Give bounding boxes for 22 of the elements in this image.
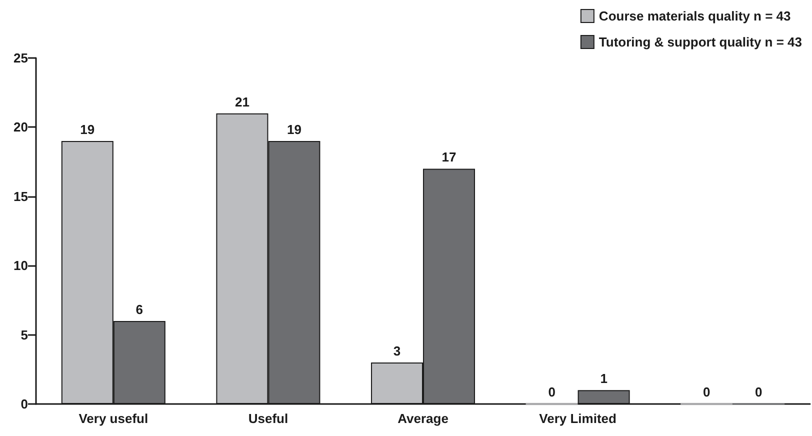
data-label: 0 <box>754 384 762 400</box>
legend-label: Course materials quality n = 43 <box>598 8 791 24</box>
y-tick-label: 20 <box>14 120 28 135</box>
x-tick-label: Very Limited <box>539 411 617 426</box>
data-label: 1 <box>600 371 608 386</box>
y-tick-label: 25 <box>14 50 28 66</box>
data-label: 0 <box>702 384 710 400</box>
x-tick-label: Very useful <box>78 411 148 426</box>
legend-label: Tutoring & support quality n = 43 <box>598 34 802 50</box>
data-label: 0 <box>548 384 556 400</box>
y-tick-label: 5 <box>20 327 28 342</box>
y-tick-label: 10 <box>14 258 28 274</box>
y-tick-label: 15 <box>14 188 28 204</box>
x-tick-label: Useful <box>248 411 288 426</box>
data-label: 3 <box>393 343 401 358</box>
data-label: 6 <box>136 302 144 317</box>
data-label: 19 <box>80 122 95 138</box>
data-label: 17 <box>442 150 456 165</box>
y-tick-label: 0 <box>20 396 28 412</box>
data-label: 19 <box>286 122 302 138</box>
data-label: 21 <box>234 94 250 110</box>
x-tick-label: Average <box>398 411 448 426</box>
